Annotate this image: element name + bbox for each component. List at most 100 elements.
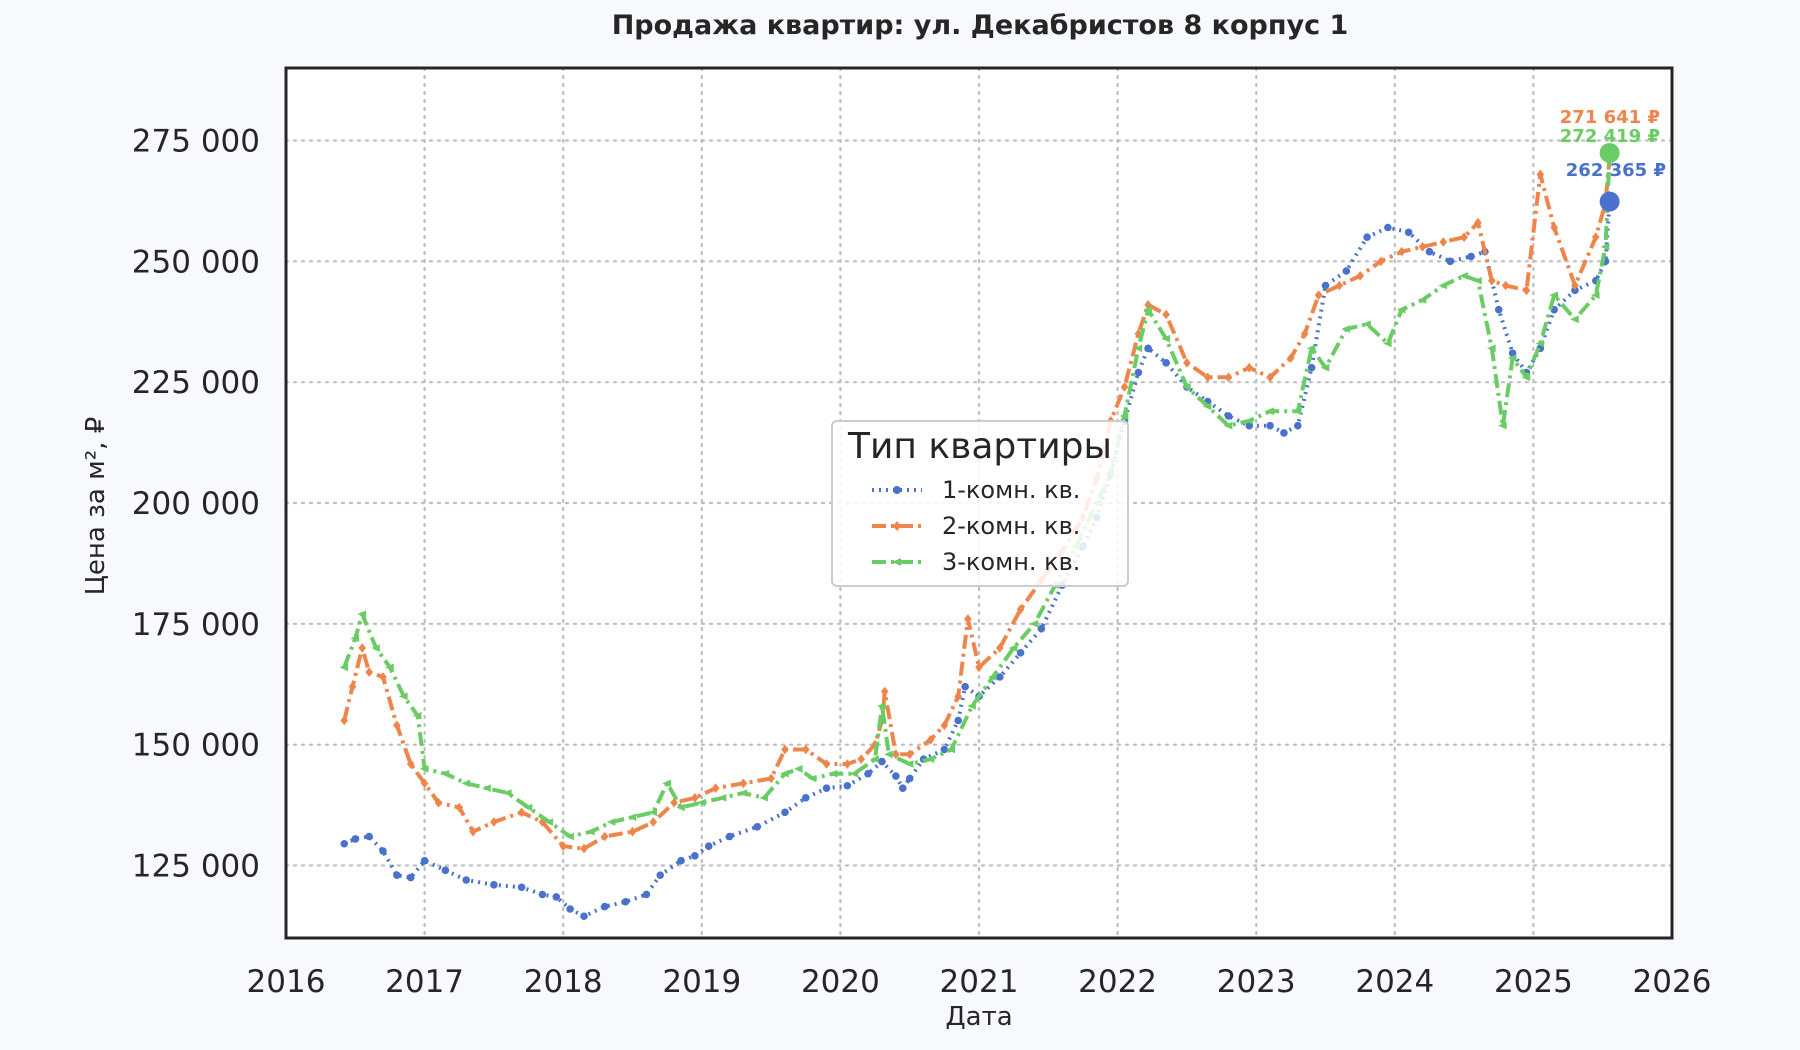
data-point <box>1143 305 1152 314</box>
data-point <box>628 826 637 837</box>
data-point <box>1008 644 1018 652</box>
data-point <box>600 831 609 842</box>
data-point <box>399 692 408 701</box>
data-point <box>1362 320 1371 328</box>
data-point <box>904 760 914 768</box>
data-point <box>441 866 450 875</box>
data-point <box>725 832 734 841</box>
data-point <box>1203 372 1212 383</box>
x-tick-label: 2017 <box>385 964 464 1000</box>
data-point <box>898 784 907 792</box>
data-point <box>379 672 387 682</box>
data-point <box>566 905 574 913</box>
data-point <box>801 794 810 802</box>
data-point <box>864 769 872 778</box>
data-point <box>753 823 762 831</box>
data-point <box>1356 271 1364 281</box>
data-point <box>379 847 387 855</box>
x-tick-label: 2020 <box>801 964 880 1000</box>
data-point <box>351 835 360 843</box>
data-point <box>482 784 491 792</box>
data-point <box>1300 329 1309 339</box>
data-point <box>877 702 886 710</box>
data-point <box>822 784 831 792</box>
data-point <box>1418 242 1427 252</box>
legend[interactable]: Тип квартиры 1-комн. кв. 2-комн. кв. 3-ком… <box>831 420 1129 587</box>
data-point <box>691 852 699 860</box>
series-2-room <box>340 151 1614 854</box>
data-point <box>357 610 367 618</box>
legend-item[interactable]: 3-комн. кв. <box>872 548 1080 576</box>
data-point <box>1134 368 1143 377</box>
data-point <box>1600 243 1610 251</box>
data-point <box>662 779 671 788</box>
data-point <box>1377 256 1385 267</box>
data-point <box>348 681 357 692</box>
data-point <box>849 769 859 778</box>
chart-title: Продажа квартир: ул. Декабристов 8 корпу… <box>612 10 1349 41</box>
data-point <box>880 686 889 697</box>
x-tick-label: 2023 <box>1217 964 1296 1000</box>
data-point <box>711 783 720 793</box>
x-tick-label: 2022 <box>1078 964 1157 1000</box>
data-point <box>1119 412 1129 420</box>
data-point <box>1571 286 1579 295</box>
data-point <box>586 827 595 836</box>
data-point <box>490 881 498 889</box>
data-point <box>1425 247 1434 256</box>
y-tick-label: 225 000 <box>132 365 260 401</box>
data-point <box>455 802 464 813</box>
data-point <box>1029 620 1039 628</box>
data-point <box>1438 281 1448 290</box>
legend-item[interactable]: 1-комн. кв. <box>872 476 1080 504</box>
data-point <box>544 818 554 826</box>
data-point <box>1571 280 1579 291</box>
data-point <box>1321 281 1330 290</box>
data-point <box>385 663 394 672</box>
data-point <box>340 715 349 726</box>
last-value-dot <box>1599 142 1620 163</box>
data-point <box>967 702 976 710</box>
y-tick-label: 250 000 <box>132 244 260 280</box>
data-point <box>1550 222 1558 233</box>
data-point <box>1446 257 1455 266</box>
data-point <box>523 803 533 812</box>
data-point <box>988 673 997 681</box>
legend-item[interactable]: 2-комн. кв. <box>872 512 1080 540</box>
data-point <box>1522 285 1531 296</box>
data-point <box>843 781 852 790</box>
data-point <box>1307 363 1316 372</box>
data-point <box>1202 402 1212 411</box>
data-point <box>670 797 678 808</box>
data-point <box>1384 223 1392 232</box>
x-axis-title: Дата <box>945 1002 1012 1032</box>
data-point <box>1265 407 1274 415</box>
data-point <box>1244 417 1254 425</box>
data-point <box>580 912 588 921</box>
last-value-label: 272 419 ₽ <box>1560 126 1660 147</box>
data-point <box>697 798 706 807</box>
data-point <box>1535 339 1545 348</box>
data-point <box>1161 334 1170 343</box>
data-point <box>406 873 415 882</box>
data-point <box>995 673 1004 681</box>
data-point <box>954 691 963 702</box>
data-point <box>794 765 803 773</box>
data-point <box>822 759 831 769</box>
last-value-labels: 272 419 ₽271 641 ₽ 262 365 ₽ <box>1560 107 1666 212</box>
data-point <box>1536 169 1545 180</box>
legend-label: 3-комн. кв. <box>942 548 1080 576</box>
data-point <box>1507 354 1517 362</box>
data-point <box>565 832 574 841</box>
data-point <box>580 843 588 854</box>
x-tick-label: 2018 <box>524 964 603 1000</box>
data-point <box>420 856 429 865</box>
y-tick-label: 200 000 <box>132 486 260 522</box>
data-point <box>419 765 429 773</box>
last-value-label: 262 365 ₽ <box>1566 160 1666 181</box>
y-tick-label: 175 000 <box>132 607 260 643</box>
data-point <box>893 486 901 494</box>
data-point <box>717 794 727 802</box>
data-point <box>1016 604 1025 615</box>
legend-label: 1-комн. кв. <box>942 476 1080 504</box>
